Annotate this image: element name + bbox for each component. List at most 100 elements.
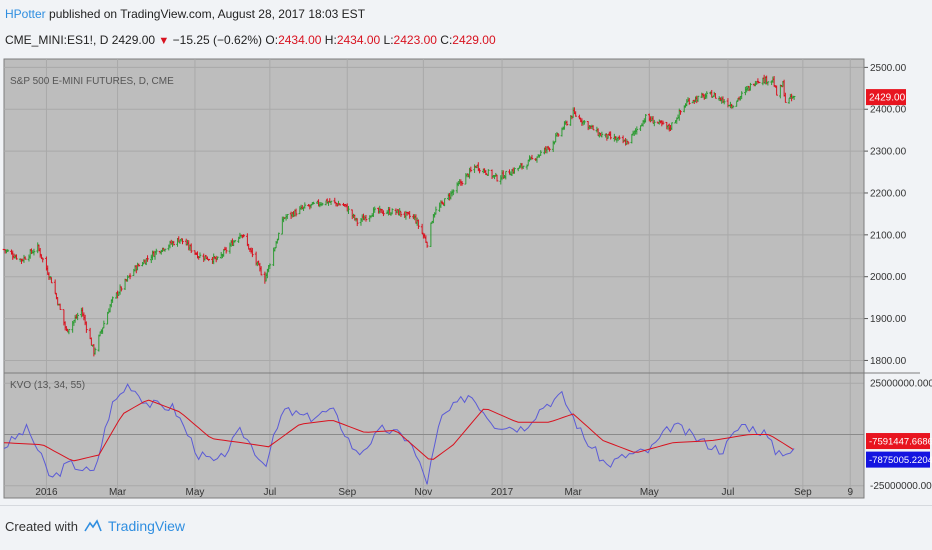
price-tick-label: 2500.00: [870, 63, 907, 74]
price-pane-title: S&P 500 E-MINI FUTURES, D, CME: [10, 76, 174, 87]
ohlc-bar: [355, 218, 359, 227]
ohlc-bar: [41, 257, 44, 263]
ohlc-bar: [163, 248, 167, 252]
ohlc-bar: [513, 167, 516, 174]
ohlc-bar: [775, 85, 778, 96]
ohlc-bar: [618, 135, 621, 140]
ohlc-bar: [364, 214, 368, 222]
ohlc-bar: [67, 328, 71, 335]
footer: Created with TradingView: [5, 518, 185, 534]
ohlc-bar: [189, 243, 193, 253]
ohlc-bar: [212, 253, 215, 265]
ohlc-bar: [495, 174, 499, 182]
ohlc-bar: [626, 140, 630, 145]
ohlc-bar: [303, 202, 307, 209]
ohlc-bar: [251, 247, 254, 258]
ohlc-bar: [687, 97, 691, 105]
ohlc-bar: [23, 256, 27, 260]
ohlc-bar: [539, 150, 543, 156]
last-price: 2429.00: [111, 33, 156, 47]
ohlc-bar: [583, 120, 586, 125]
ohlc-bar: [420, 223, 424, 234]
ohlc-bar: [792, 95, 796, 100]
author-link[interactable]: HPotter: [5, 7, 46, 21]
indicator-tick-label: 25000000.0000: [870, 379, 932, 390]
ohlc-bar: [478, 168, 481, 174]
x-tick-label: May: [186, 487, 205, 498]
price-tick-label: 1900.00: [870, 314, 907, 325]
x-tick-label: Mar: [109, 487, 127, 498]
ohlc-bar: [294, 208, 298, 217]
ohlc-bar: [452, 189, 455, 196]
ohlc-bar: [268, 263, 272, 270]
ohlc-bar: [329, 200, 333, 205]
x-tick-label: Jul: [722, 487, 735, 498]
kvo-line: [3, 383, 795, 485]
ohlc-bar: [347, 205, 350, 214]
ohlc-bar: [408, 211, 411, 219]
ohlc-bar: [277, 232, 280, 240]
ohlc-bar: [679, 110, 682, 115]
x-tick-label: Sep: [338, 487, 356, 498]
ohlc-bar: [242, 234, 245, 238]
ohlc-bar: [434, 206, 438, 215]
ohlc-bar: [373, 206, 377, 213]
ohlc-bar: [93, 347, 97, 355]
close-value: 2429.00: [452, 33, 496, 47]
ohlc-bar: [15, 254, 18, 260]
price-tick-label: 2100.00: [870, 230, 907, 241]
publish-info: HPotter published on TradingView.com, Au…: [5, 7, 365, 21]
open-value: 2434.00: [278, 33, 322, 47]
ohlc-bar: [312, 201, 315, 205]
ohlc-bar: [382, 210, 385, 217]
low-label: L:: [380, 33, 394, 47]
indicator-pane[interactable]: [3, 383, 795, 485]
ohlc-bar: [530, 154, 534, 160]
indicator-value-badge: [866, 451, 930, 468]
ohlc-bar: [653, 119, 656, 127]
ohlc-bar: [609, 131, 612, 140]
ohlc-bar: [417, 219, 420, 229]
ohlc-bar: [320, 202, 324, 206]
ohlc-bar: [696, 95, 700, 102]
tradingview-brand[interactable]: TradingView: [107, 518, 186, 534]
created-with-text: Created with: [5, 518, 78, 534]
ohlc-bar: [216, 256, 219, 260]
ohlc-bar: [224, 247, 228, 254]
close-label: C:: [436, 33, 453, 47]
ohlc-bar: [504, 170, 508, 180]
ohlc-bar: [548, 147, 551, 152]
indicator-value-text: -7875005.2204: [869, 455, 932, 466]
ohlc-bar: [120, 286, 123, 292]
signal-line: [3, 399, 794, 462]
ohlc-bar: [486, 169, 490, 176]
ohlc-bar: [425, 241, 429, 248]
ohlc-bar: [556, 133, 560, 137]
ohlc-bar: [286, 214, 289, 219]
x-tick-label: May: [640, 487, 659, 498]
ohlc-bar: [600, 131, 604, 138]
ohlc-bar: [85, 321, 88, 333]
ohlc-bar: [670, 122, 674, 131]
ohlc-bar: [749, 82, 752, 91]
low-value: 2423.00: [393, 33, 437, 47]
ohlc-bar: [111, 296, 114, 303]
symbol-line: CME_MINI:ES1!, D 2429.00 ▼ −15.25 (−0.62…: [5, 33, 496, 47]
open-label: O:: [262, 33, 279, 47]
ohlc-bar: [32, 248, 36, 256]
ohlc-bar: [722, 99, 726, 105]
ohlc-bar: [146, 255, 149, 262]
ohlc-bar: [565, 120, 569, 126]
ohlc-bar: [591, 125, 595, 131]
indicator-tick-label: -25000000.0000: [870, 481, 932, 492]
ohlc-bar: [181, 238, 184, 245]
ohlc-bar: [128, 273, 132, 280]
chart-area[interactable]: 2016 Mar May Jul Sep Nov 2017 Mar May Jul Sep 9 2500…: [0, 57, 932, 500]
ohlc-bar: [740, 91, 743, 100]
price-pane[interactable]: [2, 74, 796, 357]
ohlc-bar: [222, 249, 225, 257]
price-tick-label: 2400.00: [870, 105, 907, 116]
indicator-pane-title: KVO (13, 34, 55): [10, 380, 85, 391]
indicator-value-text: -7591447.6686: [869, 437, 932, 448]
ohlc-bar: [757, 81, 761, 84]
